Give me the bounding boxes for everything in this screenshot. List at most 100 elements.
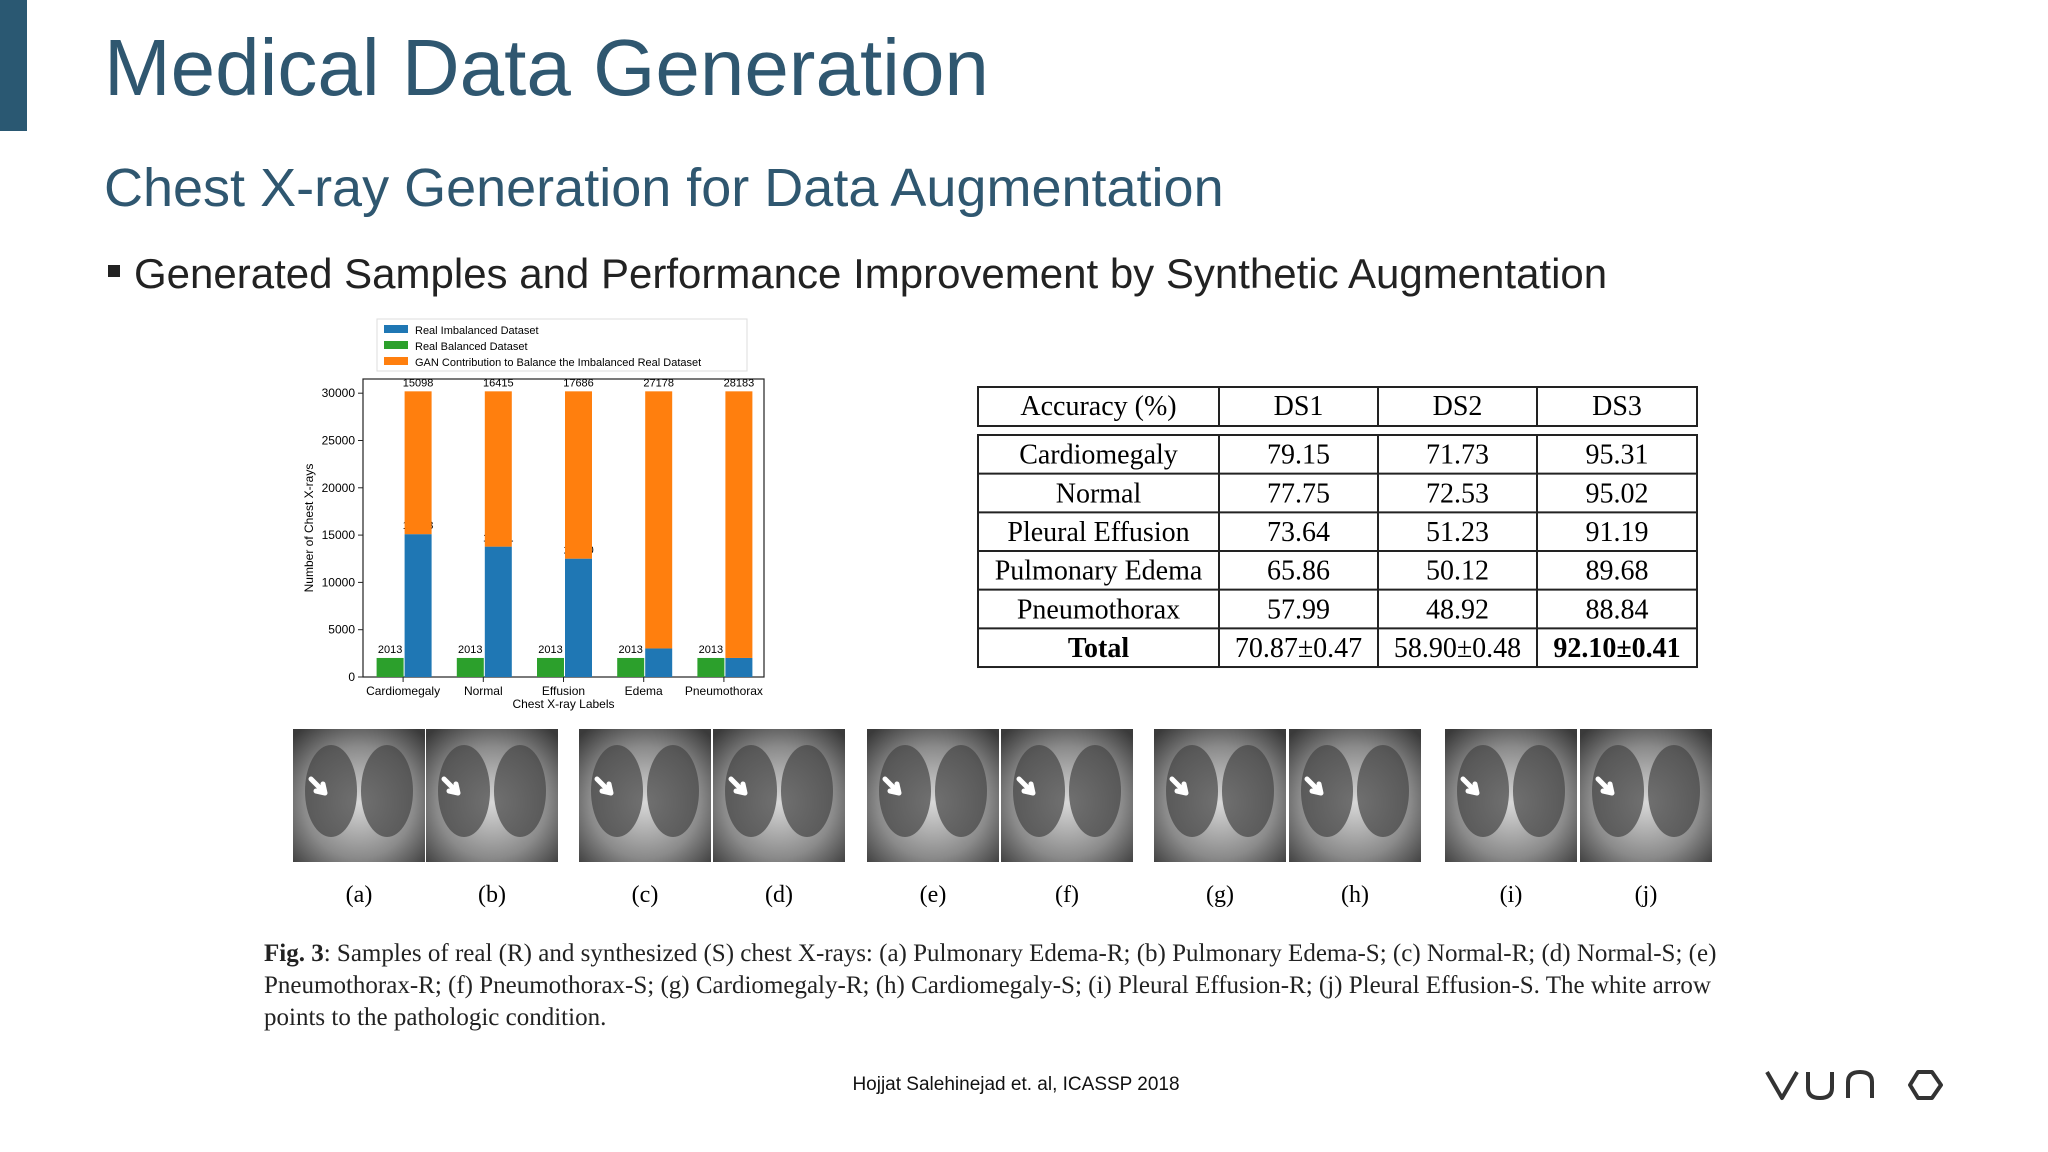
bar-value-label: 2013 [538, 644, 562, 656]
panel-label: (g) [1206, 882, 1234, 908]
bar [725, 391, 753, 658]
y-tick-label: 0 [348, 670, 355, 684]
legend-swatch [384, 325, 408, 333]
xray-lung [305, 745, 357, 837]
panel-label: (b) [478, 882, 506, 908]
y-tick-label: 15000 [322, 528, 356, 542]
figure-caption: Fig. 3: Samples of real (R) and synthesi… [264, 938, 1754, 1034]
accent-bar [0, 0, 27, 131]
slide-title: Medical Data Generation [104, 23, 989, 112]
xray-arrow [1595, 776, 1615, 796]
xray-lung [781, 745, 833, 837]
table-cell: 95.31 [1586, 440, 1649, 471]
vuno-logo [1765, 1070, 1943, 1100]
y-axis-label: Number of Chest X-rays [302, 464, 316, 593]
table-cell: 65.86 [1267, 556, 1330, 587]
table-header-cell: DS3 [1592, 391, 1642, 422]
xray-lung [1513, 745, 1565, 837]
table-cell: 72.53 [1426, 478, 1489, 509]
xray-lung [1166, 745, 1218, 837]
xray-arrow [308, 776, 328, 796]
table-cell: 58.90±0.48 [1394, 633, 1521, 664]
xray-lung [1301, 745, 1353, 837]
bar-value-label: 17686 [563, 377, 594, 389]
bar [645, 648, 673, 677]
bar [404, 534, 432, 677]
table-cell: 51.23 [1426, 517, 1489, 548]
xray-arrow [882, 776, 902, 796]
table-cell: Pleural Effusion [1007, 517, 1189, 548]
x-tick-label: Effusion [542, 684, 585, 698]
table-header-cell: DS1 [1274, 391, 1324, 422]
x-tick-label: Pneumothorax [685, 684, 763, 698]
xray-lung [1013, 745, 1065, 837]
table-cell: 48.92 [1426, 594, 1489, 625]
bar-value-label: 16415 [483, 377, 514, 389]
bar [617, 657, 645, 677]
y-tick-label: 30000 [322, 386, 356, 400]
bar-value-label: 2013 [378, 644, 402, 656]
legend-box [376, 318, 748, 372]
legend-swatch [384, 341, 408, 349]
y-tick-label: 10000 [322, 575, 356, 589]
xray-arrow [1169, 776, 1189, 796]
xray-lung [1069, 745, 1121, 837]
table-cell: Total [1068, 633, 1129, 664]
legend-label: Real Imbalanced Dataset [415, 325, 539, 337]
table-header-frame [977, 386, 1698, 427]
bar [404, 391, 432, 535]
legend-label: Real Balanced Dataset [415, 341, 528, 353]
y-tick-label: 25000 [322, 433, 356, 447]
table-cell: 73.64 [1267, 517, 1330, 548]
y-tick-label: 5000 [328, 623, 355, 637]
citation: Hojjat Salehinejad et. al, ICASSP 2018 [852, 1074, 1179, 1095]
bar [484, 546, 512, 677]
caption-label: Fig. 3 [264, 940, 324, 967]
table-cell: 92.10±0.41 [1553, 633, 1680, 664]
table-cell: Normal [1056, 478, 1142, 509]
panel-label: (f) [1055, 882, 1079, 908]
xray-lung [879, 745, 931, 837]
panel-label: (j) [1635, 882, 1658, 908]
bar-value-label: 27178 [643, 377, 674, 389]
bar [725, 657, 753, 677]
slide-subtitle: Chest X-ray Generation for Data Augmenta… [104, 158, 1224, 218]
xray-arrow [594, 776, 614, 796]
panel-label: (h) [1341, 882, 1369, 908]
bar [565, 391, 592, 559]
panel-label: (e) [920, 882, 947, 908]
y-tick-label: 20000 [322, 481, 356, 495]
table-header-cell: Accuracy (%) [1020, 391, 1176, 422]
x-axis-label: Chest X-ray Labels [512, 697, 614, 711]
xray-lung [494, 745, 546, 837]
caption-text: : Samples of real (R) and synthesized (S… [264, 940, 1717, 1031]
xray-lung [1648, 745, 1700, 837]
xray-arrow [728, 776, 748, 796]
xray-arrow [441, 776, 461, 796]
table-cell: Cardiomegaly [1019, 440, 1178, 471]
xray-lung [1357, 745, 1409, 837]
panel-label: (c) [632, 882, 659, 908]
table-header-cell: DS2 [1433, 391, 1483, 422]
bar-value-label: 2013 [458, 644, 482, 656]
table-cell: 91.19 [1586, 517, 1649, 548]
xray-lung [361, 745, 413, 837]
x-tick-label: Edema [625, 684, 663, 698]
table-cell: Pneumothorax [1017, 594, 1180, 625]
table-cell: 89.68 [1586, 556, 1649, 587]
bullet-marker [108, 265, 120, 277]
panel-label: (a) [346, 882, 373, 908]
table-cell: 88.84 [1586, 594, 1649, 625]
xray-arrow [1460, 776, 1480, 796]
xray-lung [1592, 745, 1644, 837]
table-cell: 57.99 [1267, 594, 1330, 625]
panel-label: (d) [765, 882, 793, 908]
table-cell: 79.15 [1267, 440, 1330, 471]
bar [456, 657, 484, 677]
xray-lung [1457, 745, 1509, 837]
table-cell: 77.75 [1267, 478, 1330, 509]
xray-arrow [1016, 776, 1036, 796]
xray-lung [647, 745, 699, 837]
